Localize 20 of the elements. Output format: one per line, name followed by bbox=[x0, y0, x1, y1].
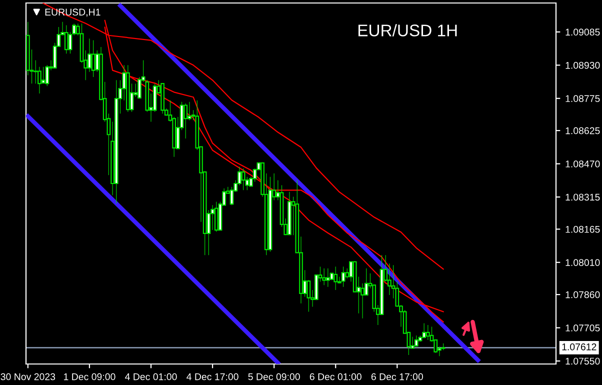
x-tick-label: 4 Dec 01:00 bbox=[125, 373, 177, 380]
y-tick-label: 1.07860 bbox=[566, 291, 600, 298]
y-tick-label: 1.08165 bbox=[566, 226, 600, 233]
x-tick-label: 6 Dec 17:00 bbox=[371, 373, 423, 380]
y-tick-label: 1.08470 bbox=[566, 160, 600, 168]
y-tick-label: 1.08625 bbox=[566, 127, 600, 134]
y-tick-label: 1.08010 bbox=[566, 259, 600, 266]
x-tick-label: 5 Dec 09:00 bbox=[248, 373, 300, 380]
y-tick-label: 1.09085 bbox=[566, 28, 600, 36]
y-tick-label: 1.08930 bbox=[566, 62, 600, 69]
y-tick-label: 1.07705 bbox=[566, 324, 600, 332]
y-tick-label: 1.08315 bbox=[566, 194, 600, 201]
y-tick-label: 1.07550 bbox=[566, 358, 600, 365]
ref-line-label: 1.07612 bbox=[562, 343, 596, 350]
x-tick-label: 6 Dec 01:00 bbox=[310, 373, 362, 380]
x-tick-label: 30 Nov 2023 bbox=[0, 373, 56, 380]
x-tick-label: 1 Dec 09:00 bbox=[64, 373, 116, 380]
y-tick-label: 1.08775 bbox=[566, 95, 600, 102]
text: EUR/USD 1H bbox=[358, 24, 457, 36]
x-tick-label: 4 Dec 17:00 bbox=[186, 373, 238, 380]
